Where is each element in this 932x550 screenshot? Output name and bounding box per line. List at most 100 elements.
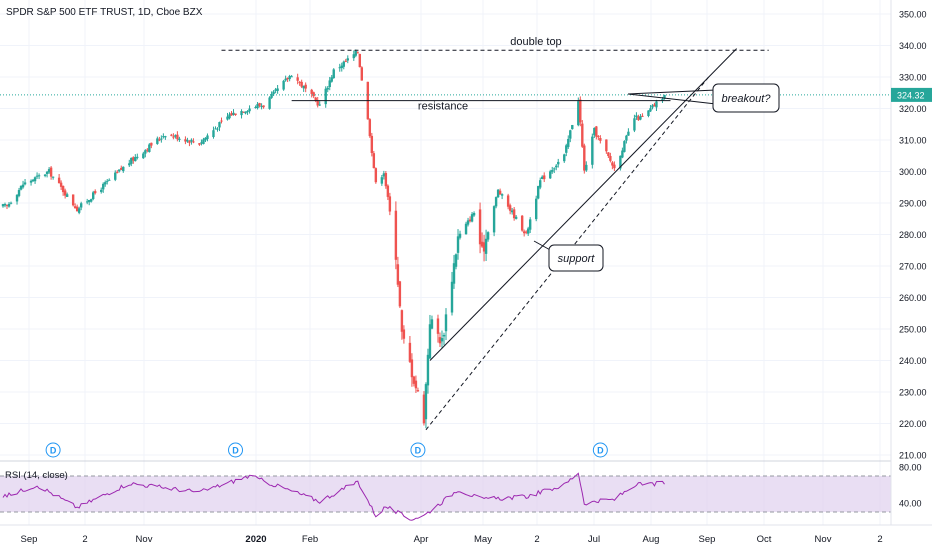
time-tick-label: Feb bbox=[302, 534, 318, 545]
candle bbox=[178, 136, 181, 142]
dividend-marker-circle bbox=[228, 442, 244, 458]
price-tick-label: 300.00 bbox=[899, 167, 927, 177]
candle-body bbox=[591, 136, 594, 165]
dividend-marker[interactable]: D bbox=[45, 442, 61, 458]
candle bbox=[9, 201, 13, 205]
candle bbox=[274, 87, 277, 94]
time-tick-label: May bbox=[474, 534, 492, 545]
candle bbox=[104, 180, 107, 187]
double-top-label: double top bbox=[510, 36, 561, 48]
price-tick-label: 250.00 bbox=[899, 325, 927, 335]
candle-body bbox=[77, 208, 81, 213]
candle-body bbox=[637, 116, 640, 121]
candle bbox=[190, 138, 193, 145]
candle bbox=[539, 177, 542, 190]
candle bbox=[106, 178, 109, 185]
trend-drawings[interactable]: double top resistance support breakout? bbox=[0, 36, 891, 431]
dividend-marker[interactable]: D bbox=[592, 442, 608, 458]
time-tick-label: Aug bbox=[643, 534, 660, 545]
candle bbox=[458, 230, 462, 240]
candle-body bbox=[569, 130, 572, 139]
candle bbox=[254, 105, 257, 109]
candle bbox=[270, 91, 273, 99]
candle bbox=[611, 161, 614, 170]
candle-body bbox=[87, 199, 91, 203]
candle-body bbox=[188, 141, 191, 143]
candle bbox=[85, 198, 89, 205]
price-tick-label: 210.00 bbox=[899, 451, 927, 461]
candle-body bbox=[486, 232, 490, 240]
candle bbox=[478, 202, 482, 254]
candle-body bbox=[164, 136, 167, 138]
candle bbox=[108, 178, 111, 181]
price-axis[interactable]: 350.00 340.00 330.00 320.00 310.00 300.00 290.… bbox=[890, 0, 932, 525]
candle bbox=[510, 208, 514, 215]
support-callout[interactable] bbox=[548, 244, 604, 272]
time-tick-label: Sep bbox=[21, 534, 38, 545]
candle bbox=[585, 161, 588, 172]
candle bbox=[384, 171, 388, 189]
price-tick-label: 320.00 bbox=[899, 104, 927, 114]
candle bbox=[577, 97, 580, 127]
candle bbox=[597, 135, 600, 141]
candle bbox=[374, 167, 378, 184]
candle-body bbox=[358, 54, 362, 68]
breakout-callout-pointer bbox=[627, 89, 717, 95]
candle bbox=[440, 330, 444, 348]
candle-body bbox=[585, 164, 588, 171]
breakout-callout[interactable] bbox=[712, 83, 780, 113]
candle bbox=[470, 211, 474, 223]
candle bbox=[498, 188, 502, 195]
candle bbox=[426, 348, 430, 394]
rsi-indicator-label[interactable]: RSI (14, close) bbox=[5, 470, 68, 481]
candle bbox=[436, 314, 440, 343]
candle bbox=[438, 332, 442, 347]
candle-body bbox=[492, 206, 496, 233]
candle bbox=[17, 187, 21, 198]
candle bbox=[276, 84, 279, 94]
candle-body bbox=[144, 150, 147, 154]
dividend-marker[interactable]: D bbox=[228, 442, 244, 458]
candle bbox=[5, 204, 9, 210]
candle-body bbox=[3, 204, 7, 206]
candle bbox=[338, 63, 341, 72]
candle-body bbox=[262, 105, 265, 108]
candle-body bbox=[288, 75, 291, 80]
candle-body bbox=[85, 201, 89, 203]
candle-body bbox=[549, 171, 552, 179]
candle-body bbox=[534, 198, 538, 220]
time-tick-label: Nov bbox=[815, 534, 832, 545]
candle-body bbox=[290, 76, 293, 78]
candle-body bbox=[150, 142, 153, 146]
candle-body bbox=[326, 87, 329, 90]
candle bbox=[368, 118, 372, 138]
symbol-title[interactable]: SPDR S&P 500 ETF TRUST, 1D, Cboe BZX bbox=[6, 7, 203, 18]
candle-body bbox=[384, 173, 388, 187]
time-tick-label: 2 bbox=[534, 534, 539, 545]
candle-body bbox=[162, 136, 165, 138]
candle bbox=[534, 195, 538, 222]
candle-body bbox=[240, 111, 243, 116]
candle bbox=[286, 77, 289, 83]
candle bbox=[318, 101, 321, 106]
candle-body bbox=[31, 179, 35, 182]
candle bbox=[442, 332, 446, 346]
candle bbox=[100, 187, 103, 194]
candle bbox=[543, 172, 546, 183]
candle-body bbox=[398, 281, 402, 307]
candle-body bbox=[160, 138, 163, 140]
candle-body bbox=[43, 174, 47, 176]
candle bbox=[142, 151, 145, 159]
dividend-marker[interactable]: D bbox=[410, 442, 426, 458]
candle-body bbox=[63, 190, 67, 196]
candle bbox=[35, 172, 39, 179]
time-axis[interactable]: Sep 2 Nov 2020 Feb Apr May 2 Jul Aug Sep Oct Nov 2 bbox=[0, 524, 932, 545]
support-trendline[interactable] bbox=[429, 48, 738, 361]
candle-body bbox=[482, 242, 486, 252]
candle bbox=[226, 112, 229, 121]
candle-body bbox=[354, 51, 357, 56]
candle bbox=[416, 387, 420, 392]
candle-body bbox=[142, 153, 145, 159]
